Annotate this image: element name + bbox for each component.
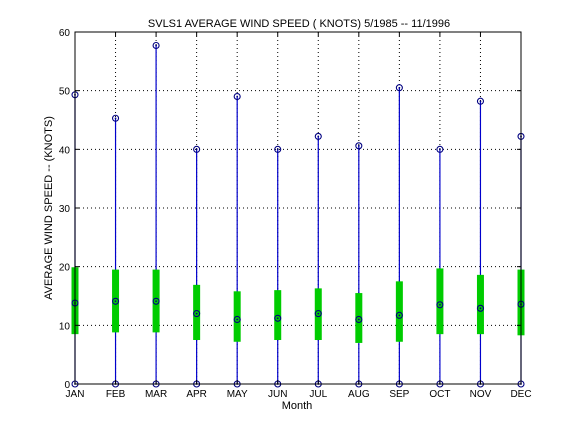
x-tick-label-sep: SEP bbox=[389, 389, 409, 400]
median-marker-nov bbox=[476, 304, 485, 312]
max-marker-dot-nov bbox=[479, 100, 482, 103]
y-tick-label: 0 bbox=[64, 380, 70, 391]
median-marker-aug bbox=[355, 315, 363, 324]
max-marker-oct bbox=[436, 145, 444, 153]
median-marker-dot-nov bbox=[479, 307, 482, 310]
y-tick-label: 10 bbox=[59, 321, 71, 332]
plot-frame bbox=[74, 31, 522, 385]
max-marker-dot-apr bbox=[195, 148, 198, 151]
max-marker-sep bbox=[395, 84, 403, 92]
y-tick-label: 40 bbox=[59, 145, 71, 156]
max-marker-may bbox=[233, 92, 241, 101]
y-tick-label: 20 bbox=[59, 263, 71, 274]
x-tick-label-apr: APR bbox=[186, 389, 207, 400]
median-marker-dot-sep bbox=[398, 314, 401, 317]
x-tick-label-jul: JUL bbox=[309, 389, 327, 400]
x-tick-label-feb: FEB bbox=[106, 389, 126, 400]
median-marker-dot-oct bbox=[439, 303, 441, 306]
max-marker-dot-jun bbox=[276, 148, 279, 151]
y-tick-label: 30 bbox=[59, 204, 71, 215]
y-tick-label: 50 bbox=[59, 87, 71, 98]
median-marker-dot-apr bbox=[195, 312, 198, 315]
max-marker-nov bbox=[476, 97, 485, 105]
median-marker-dot-jun bbox=[276, 317, 279, 320]
median-marker-sep bbox=[395, 311, 403, 319]
box-nov bbox=[476, 274, 484, 335]
x-tick-label-oct: OCT bbox=[429, 389, 450, 400]
median-marker-dot-mar bbox=[155, 300, 157, 303]
max-marker-mar bbox=[152, 41, 160, 50]
x-tick-label-nov: NOV bbox=[470, 389, 492, 400]
median-marker-apr bbox=[193, 310, 201, 318]
median-marker-jul bbox=[314, 310, 322, 318]
x-tick-label-aug: AUG bbox=[348, 389, 370, 400]
box-sep bbox=[395, 281, 403, 342]
max-marker-apr bbox=[193, 145, 201, 153]
max-marker-dot-sep bbox=[398, 86, 401, 89]
median-marker-jun bbox=[274, 314, 282, 322]
median-marker-dot-aug bbox=[357, 318, 360, 321]
median-marker-dot-jul bbox=[317, 312, 320, 315]
median-marker-oct bbox=[436, 301, 444, 309]
max-marker-dot-feb bbox=[114, 117, 117, 120]
median-marker-mar bbox=[152, 297, 160, 305]
box-apr bbox=[193, 284, 201, 340]
chart-title: SVLS1 AVERAGE WIND SPEED ( KNOTS) 5/1985… bbox=[148, 18, 450, 30]
max-marker-dot-jul bbox=[317, 135, 320, 138]
axis-ticks: 0 10 20 30 40 50 60 JAN FEB MAR APR MAY JUN JUL AUG SEP… bbox=[59, 28, 532, 400]
x-tick-label-may: MAY bbox=[227, 389, 248, 400]
median-marker-feb bbox=[111, 297, 120, 305]
max-marker-dot-aug bbox=[357, 144, 360, 147]
max-marker-jul bbox=[314, 132, 322, 140]
x-tick-label-jun: JUN bbox=[268, 389, 287, 400]
plot-marks bbox=[71, 41, 525, 388]
x-axis-label: Month bbox=[282, 400, 313, 412]
max-marker-dot-mar bbox=[155, 44, 157, 47]
x-tick-label-mar: MAR bbox=[145, 389, 167, 400]
max-marker-feb bbox=[111, 114, 120, 122]
max-marker-dot-oct bbox=[439, 148, 441, 151]
grid-lines bbox=[75, 32, 521, 384]
median-marker-dot-feb bbox=[114, 300, 117, 303]
median-marker-dot-may bbox=[236, 318, 239, 321]
box-aug bbox=[355, 293, 363, 343]
median-marker-may bbox=[233, 315, 241, 324]
x-tick-label-jan: JAN bbox=[66, 389, 85, 400]
max-marker-dot-may bbox=[236, 95, 239, 98]
y-tick-label: 60 bbox=[59, 28, 71, 39]
x-tick-label-dec: DEC bbox=[510, 389, 531, 400]
max-marker-aug bbox=[355, 142, 363, 150]
y-axis-label: AVERAGE WIND SPEED -- (KNOTS) bbox=[43, 116, 55, 300]
max-marker-jun bbox=[274, 145, 282, 153]
